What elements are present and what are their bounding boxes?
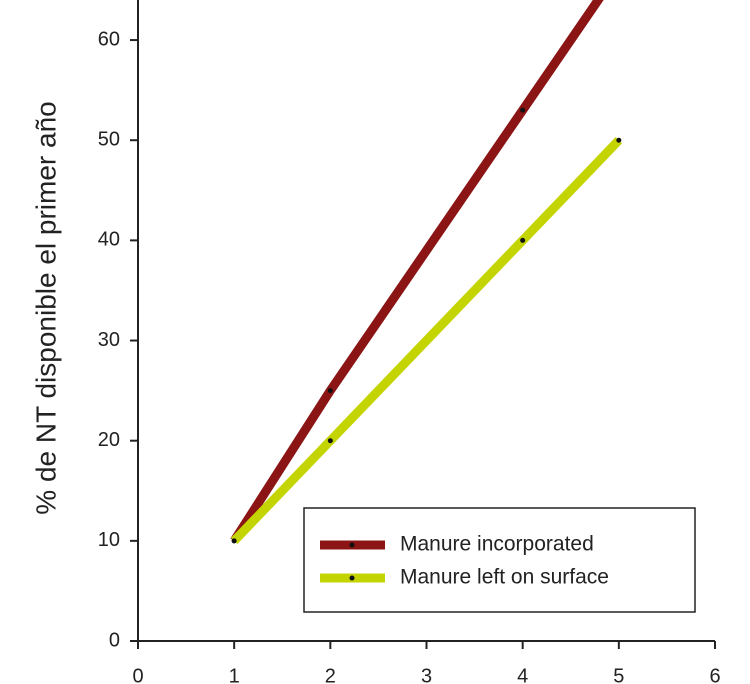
y-tick-label: 40 <box>98 229 120 251</box>
legend-marker <box>349 575 355 581</box>
y-tick-label: 50 <box>98 129 120 151</box>
y-axis-label: % de NT disponible el primer año <box>30 101 61 514</box>
data-point <box>520 237 526 243</box>
y-tick-label: 0 <box>109 629 120 651</box>
x-tick-label: 5 <box>613 666 624 684</box>
y-tick-label: 20 <box>98 429 120 451</box>
data-point <box>520 107 526 113</box>
x-tick-label: 3 <box>421 666 432 684</box>
plot-area <box>230 0 623 544</box>
x-tick-label: 6 <box>709 666 720 684</box>
x-tick-label: 0 <box>132 666 143 684</box>
data-point <box>616 137 622 143</box>
data-point <box>327 388 333 394</box>
y-tick-label: 30 <box>98 329 120 351</box>
legend-label: Manure incorporated <box>400 533 594 556</box>
legend-box <box>303 507 696 613</box>
x-tick-label: 4 <box>517 666 528 684</box>
series-line <box>230 0 604 544</box>
legend: Manure incorporated Manure left on surfac… <box>303 507 696 613</box>
data-point <box>327 438 333 444</box>
data-point <box>231 538 237 544</box>
y-tick-label: 10 <box>98 529 120 551</box>
x-tick-label: 2 <box>325 666 336 684</box>
x-tick-label: 1 <box>229 666 240 684</box>
legend-label: Manure left on surface <box>400 566 609 589</box>
legend-marker <box>349 542 355 548</box>
y-tick-label: 60 <box>98 28 120 50</box>
series-line <box>230 137 623 544</box>
